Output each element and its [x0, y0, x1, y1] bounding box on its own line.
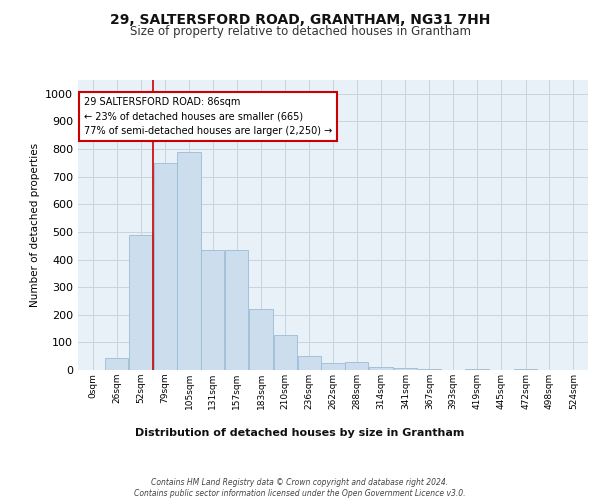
Bar: [249, 309, 273, 370]
Bar: [154, 163, 176, 370]
Text: Distribution of detached houses by size in Grantham: Distribution of detached houses by size …: [136, 428, 464, 438]
Text: 29 SALTERSFORD ROAD: 86sqm
← 23% of detached houses are smaller (665)
77% of sem: 29 SALTERSFORD ROAD: 86sqm ← 23% of deta…: [83, 96, 332, 136]
Bar: [369, 366, 393, 370]
Bar: [418, 368, 441, 370]
Text: Size of property relative to detached houses in Grantham: Size of property relative to detached ho…: [130, 25, 470, 38]
Bar: [514, 368, 537, 370]
Bar: [274, 336, 297, 370]
Bar: [345, 362, 368, 370]
Bar: [466, 368, 488, 370]
Y-axis label: Number of detached properties: Number of detached properties: [29, 143, 40, 307]
Bar: [298, 356, 321, 370]
Bar: [394, 368, 417, 370]
Text: 29, SALTERSFORD ROAD, GRANTHAM, NG31 7HH: 29, SALTERSFORD ROAD, GRANTHAM, NG31 7HH: [110, 12, 490, 26]
Bar: [225, 250, 248, 370]
Bar: [129, 234, 153, 370]
Bar: [105, 358, 128, 370]
Text: Contains HM Land Registry data © Crown copyright and database right 2024.
Contai: Contains HM Land Registry data © Crown c…: [134, 478, 466, 498]
Bar: [201, 250, 224, 370]
Bar: [322, 362, 344, 370]
Bar: [178, 152, 200, 370]
